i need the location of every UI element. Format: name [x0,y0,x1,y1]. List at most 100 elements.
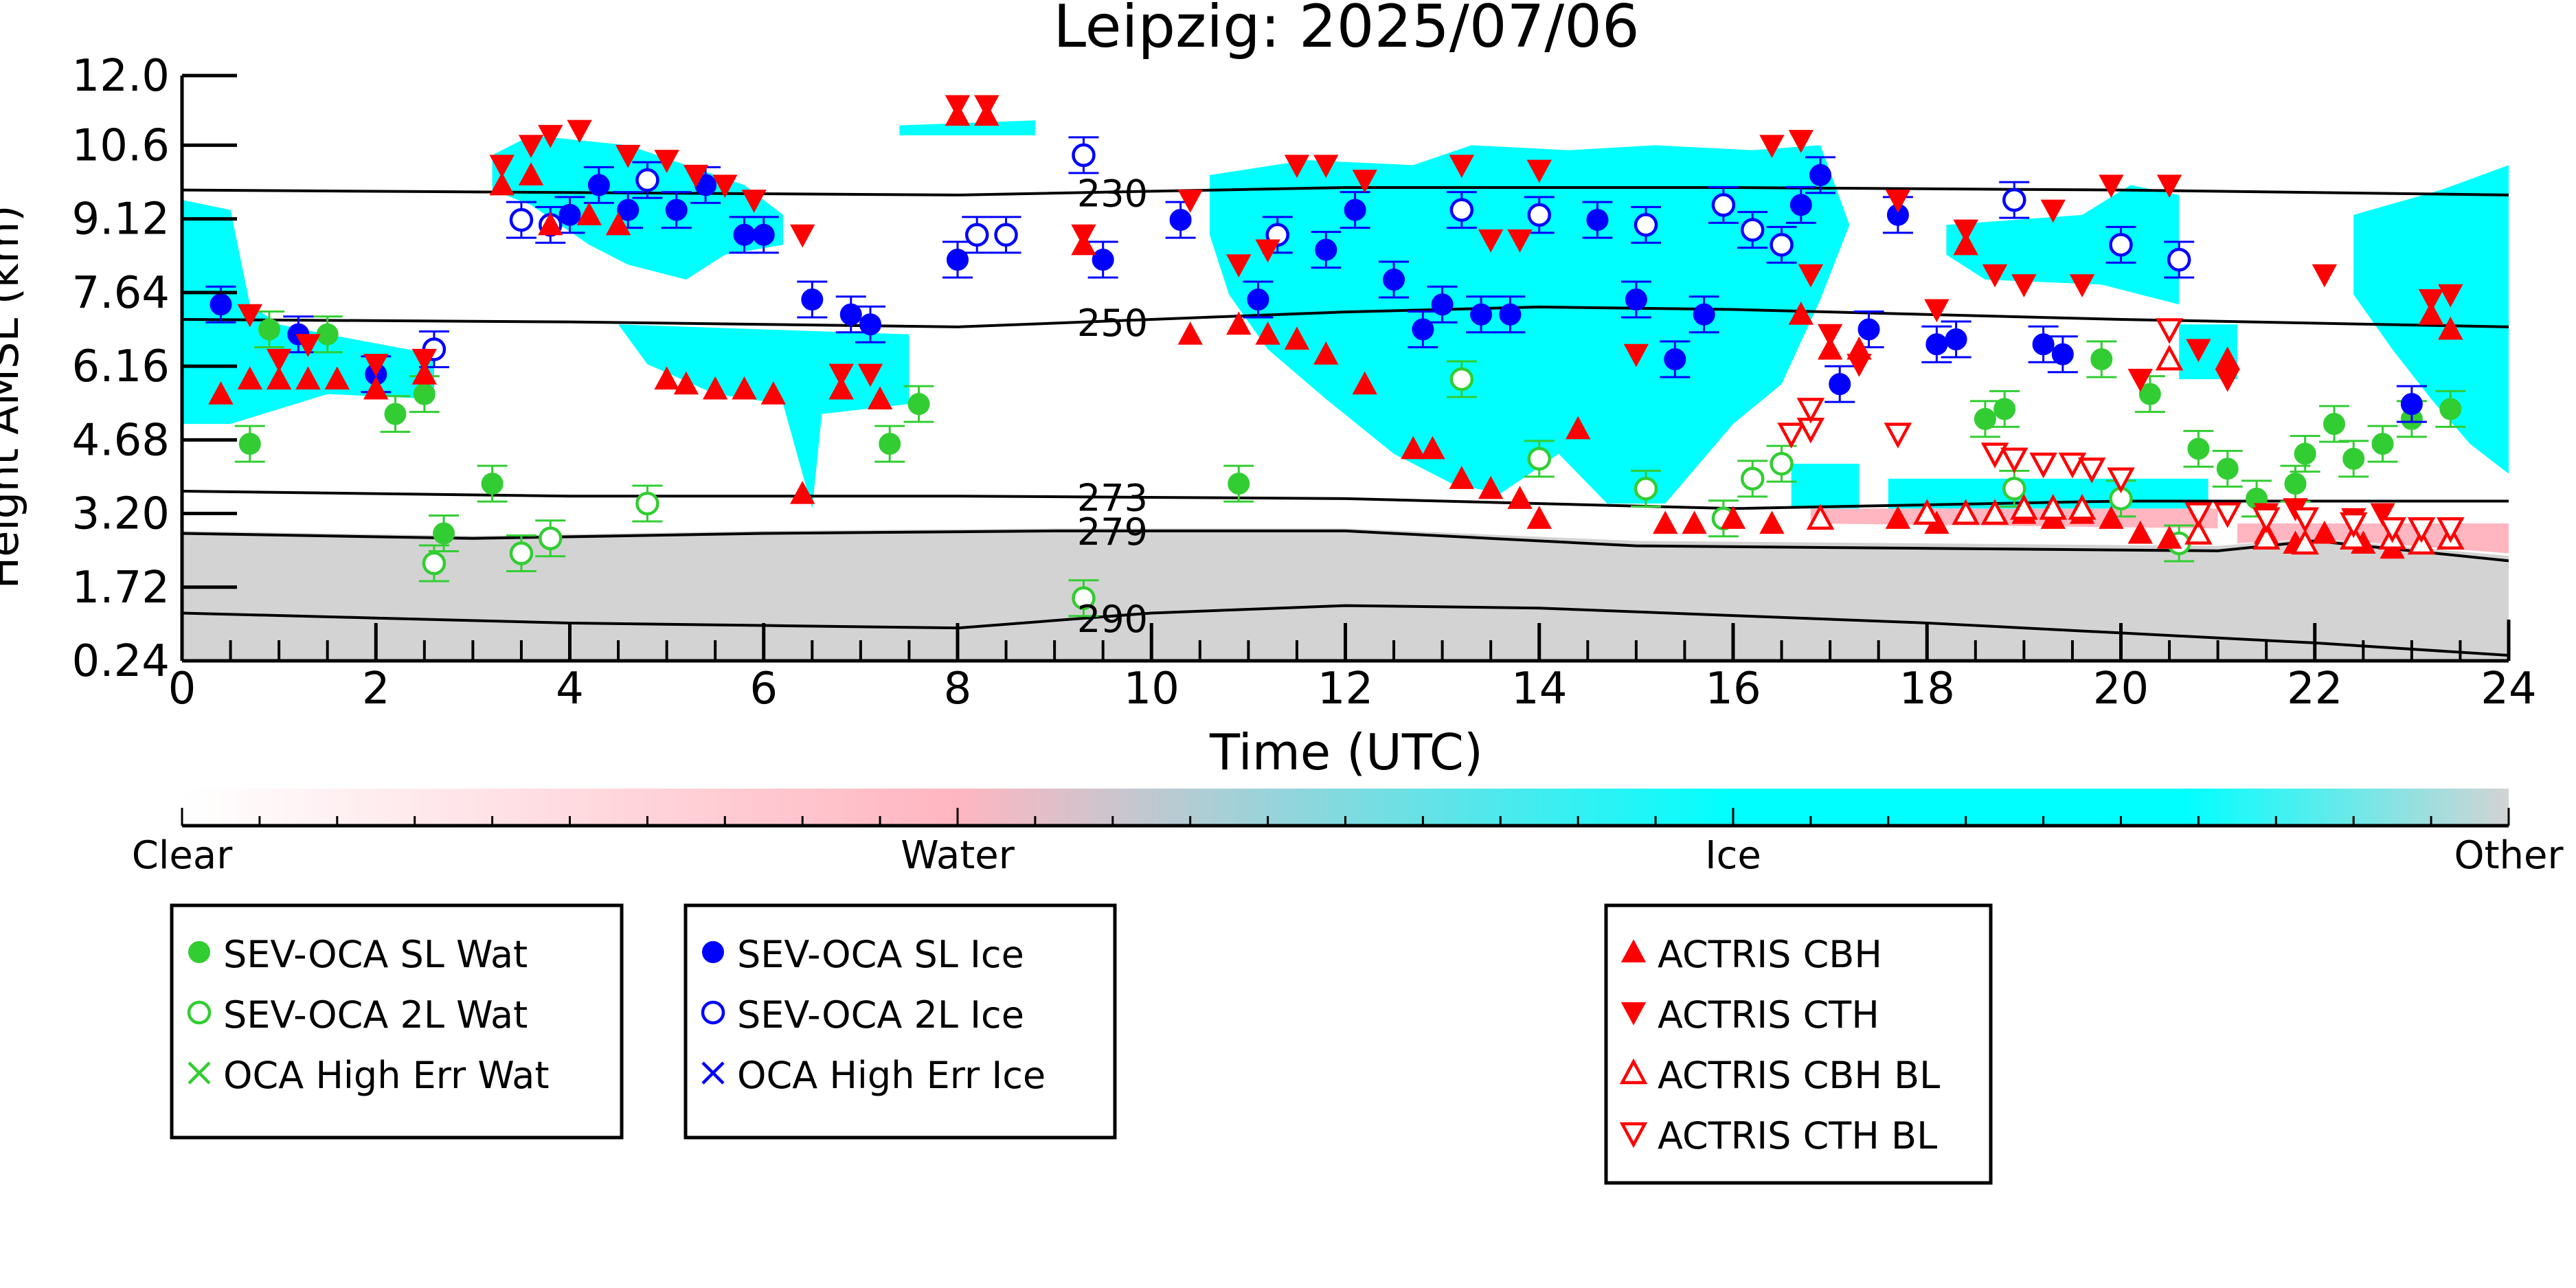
data-point [2107,467,2135,494]
x-tick-label: 0 [168,664,196,714]
data-point [2291,507,2319,534]
data-point [947,249,969,271]
data-point [422,551,447,576]
data-point [1924,299,1950,323]
colorbar-label-clear: Clear [132,833,233,878]
legend-marker [1619,1058,1648,1085]
data-point [2400,393,2423,416]
data-point [1884,422,1912,449]
data-point [801,289,824,311]
isotherm-label-279: 279 [1077,510,1148,554]
data-point [2058,452,2087,479]
legend-entry-label: ACTRIS CBH [1658,933,1882,976]
legend-marker [701,1000,725,1025]
data-point [576,202,602,225]
data-point [1740,218,1765,242]
legend-frame [1604,903,1993,1185]
data-point [665,199,688,221]
legend-frame [170,903,624,1140]
isotherm-label-290: 290 [1077,598,1148,641]
data-point [1912,499,1941,525]
data-point [1284,326,1310,350]
data-point [2252,523,2281,550]
legend-frame [683,903,1117,1140]
data-point [258,318,281,341]
data-point [2032,333,2055,356]
ice-region [1791,464,1860,509]
data-point [857,363,883,387]
legend-marker [188,1061,211,1085]
data-point [673,371,699,395]
data-point [1284,155,1310,179]
data-point [1625,289,1647,311]
isotherm-230-line [182,186,2509,196]
data-point [1974,407,1996,430]
legend-marker [187,1000,212,1025]
data-point [2216,457,2239,480]
data-point [1846,354,1872,377]
data-point [2312,520,2338,544]
data-point [1796,398,1825,424]
data-point [587,174,610,196]
data-point [1169,209,1192,231]
data-point [1857,318,1880,341]
data-point [1344,199,1366,221]
data-point [2155,344,2184,371]
data-point [1664,348,1686,370]
legend-entry-label: ACTRIS CTH BL [1658,1114,1937,1157]
data-point [411,361,437,385]
data-point [1634,477,1658,501]
data-point [2213,502,2242,528]
data-point [1313,155,1339,179]
data-point [974,95,999,119]
data-point [733,223,756,246]
data-point [1470,303,1493,326]
colorbar-label-ice: Ice [1705,833,1761,878]
data-point [828,363,854,387]
data-point [489,155,515,179]
data-point [509,207,534,232]
data-point [2252,507,2281,534]
data-point [2439,398,2462,420]
ice-region [1209,145,1850,504]
y-tick-label: 6.16 [72,341,170,392]
legend-marker [1620,939,1647,963]
data-point [2186,339,2211,363]
data-point [1177,321,1203,345]
data-point [2077,457,2106,484]
colorbar: Clear Water Ice Other [132,789,2564,878]
y-tick-label: 0.24 [72,636,170,687]
data-point [2109,233,2133,257]
data-point [1255,239,1280,263]
y-tick-label: 3.20 [72,489,170,540]
chart-title: Leipzig: 2025/07/06 [1053,0,1639,61]
legend-entry-label: OCA High Err Wat [223,1054,550,1097]
data-point [2371,433,2394,455]
data-point [1788,302,1814,325]
data-point [1527,447,1551,471]
data-point [295,334,321,357]
ice-region [618,324,909,509]
data-point [433,522,455,545]
data-point [2312,264,2338,288]
data-point [879,433,901,455]
data-point [2187,438,2210,460]
data-point [1449,155,1475,179]
data-point [1228,473,1250,495]
data-point [1982,264,2008,288]
data-point [635,491,659,516]
data-point [1770,451,1794,476]
data-point [839,303,862,326]
data-point [558,203,581,226]
data-point [2090,348,2113,370]
data-point [1449,367,1474,392]
data-point [1586,209,1609,231]
data-point [1711,193,1736,217]
data-point [615,144,641,168]
data-point [509,541,534,565]
data-point [1623,343,1649,368]
x-tick-label: 16 [1705,664,1761,714]
x-tick-label: 8 [944,664,972,714]
data-point [1255,321,1280,345]
y-tick-label: 1.72 [72,563,170,613]
